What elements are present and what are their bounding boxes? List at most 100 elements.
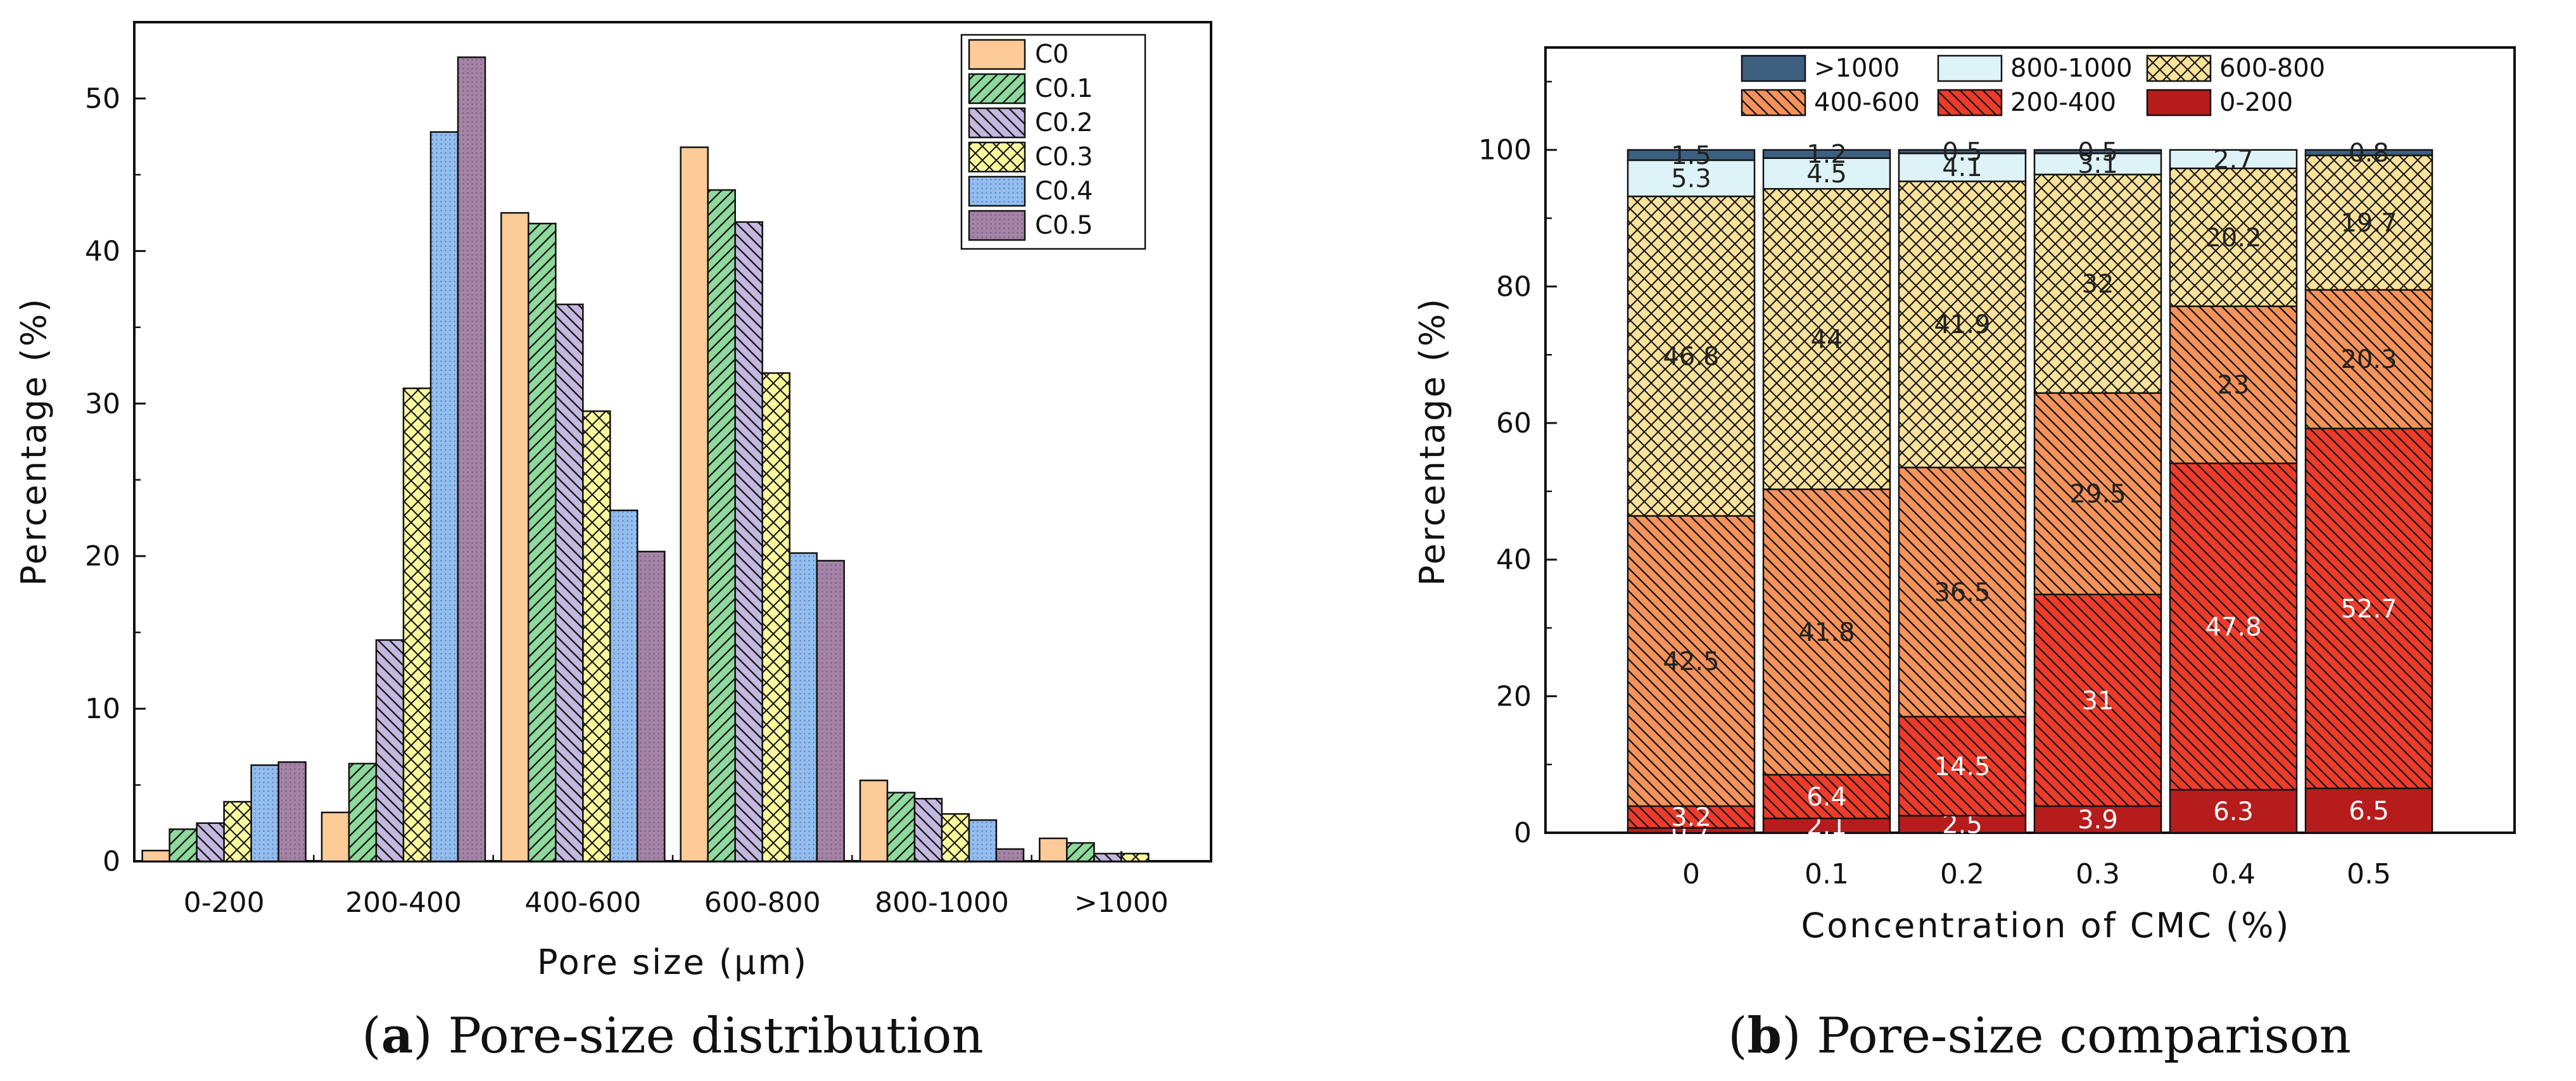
chart-b-data-label: 42.5 [1663,647,1719,676]
chart-a-bar-pattern [942,814,969,861]
chart-b-xtick-label: 0.1 [1805,858,1849,890]
chart-b-bar-segment [2033,392,2162,595]
chart-a-ytick-label: 20 [85,540,120,572]
chart-a-legend-swatch-pattern [969,74,1025,103]
chart-b-bar-segment [1627,515,1756,807]
chart-b-bar-segment [2304,787,2433,834]
chart-a-bar-pattern [1094,853,1122,861]
chart-a-legend-item: C0.5 [968,210,1093,241]
chart-b-bar-segment-fill [2170,790,2297,833]
chart-b-bar-segment-outline [2304,149,2433,156]
chart-a-bar [609,509,638,863]
chart-b-bar-segment-pattern [2170,463,2297,790]
chart-a-bar-pattern [1121,853,1149,861]
chart-a-bar [761,372,790,863]
chart-a-bar-fill [142,850,170,861]
chart-a-bar-pattern [816,560,844,861]
chart-a: 0 10 20 30 40 50 0-200 200-400 400-600 600-800 800… [14,21,1212,1065]
chart-b-data-label: 23 [2218,371,2250,400]
chart-b-legend-label: 0-200 [2219,88,2293,117]
chart-b-bar-segment [1898,180,2027,469]
chart-a-legend-swatch-outline [968,73,1026,104]
chart-a-legend-swatch-outline [968,141,1026,173]
chart-a-ytick-label: 0 [103,845,120,878]
chart-a-bar-pattern [169,829,197,861]
chart-a-bar-pattern [610,510,638,861]
chart-a-legend-swatch [968,141,1026,173]
chart-b-data-label: 3.1 [2078,150,2118,179]
chart-b-data-label: 0.5 [1942,137,1983,167]
chart-b-bar-segment-fill [2034,806,2161,833]
chart-b-data-label: 20.2 [2205,224,2261,253]
chart-b-bar-segment-fill [1763,818,1890,833]
chart-a-caption-text: Pore-size distribution [448,1008,983,1065]
chart-a-bar [637,550,666,863]
chart-a-bar [277,761,307,863]
chart-a-ytick-label: 40 [85,235,120,267]
chart-b-bar-segment-pattern [2170,306,2297,464]
chart-a-bar-pattern [637,551,665,861]
chart-b-bar-segment [1627,195,1756,517]
chart-a-bar [816,560,845,863]
chart-a-xtick-label: 600-800 [704,887,821,919]
chart-b-legend-item: >1000 [1741,54,1900,83]
chart-b-bar-segment-pattern [2306,289,2432,429]
chart-b-bar-segment [1762,488,1891,776]
chart-b-bar-segment-fill [2034,149,2161,154]
chart-b-data-label: 3.2 [1671,803,1711,832]
chart-a-legend-swatch [968,210,1026,241]
chart-a-legend-swatch-pattern [969,177,1025,206]
chart-a-legend-item: C0.2 [968,107,1093,139]
chart-a-bar [528,222,557,863]
chart-b-data-label: 1.2 [1806,140,1847,169]
chart-b-legend: >1000 800-1000 600-800 400-600 200-400 0-200 [1732,49,2340,120]
chart-a-bar-pattern [735,222,763,861]
chart-b-bar-segment [2304,427,2433,790]
chart-b-bar-segment-pattern [1628,196,1754,516]
chart-a-bar-pattern [789,553,817,861]
chart-b-xtick-label: 0.5 [2347,858,2391,890]
chart-a-xtick-label: 200-400 [345,887,462,919]
chart-b-data-label: 32 [2082,270,2114,299]
chart-a-legend-item: C0 [968,39,1069,70]
chart-a-bar-outline [277,761,307,863]
chart-b-bar-segment-pattern [1628,806,1754,828]
chart-a-bar-pattern [555,304,583,861]
chart-b-legend-swatch [2146,89,2212,117]
chart-b-bar-segment [2304,289,2433,429]
chart-a-bar [168,828,198,863]
chart-b-data-label: 1.5 [1671,141,1711,170]
chart-a-bar-fill [680,147,708,862]
chart-b-xlabel: Concentration of CMC (%) [1801,906,2291,945]
chart-b-data-label: 47.8 [2205,612,2261,642]
chart-a-bar-outline [968,819,998,863]
chart-b-bar-segment [1898,716,2027,817]
chart-b-bar-segment [1898,152,2027,182]
chart-b-data-label: 29.5 [2069,480,2126,509]
chart-b-bar-segment-pattern [2306,155,2432,290]
chart-a-bar-pattern [224,802,251,861]
chart-b-axes: 0 20 40 60 80 100 0 0.1 0.2 0.3 0.4 0.5 [1478,80,2391,890]
chart-a-legend-swatch-outline [968,210,1026,241]
chart-b-legend-swatch-outline [1741,54,1806,82]
chart-b-legend-swatch [1937,54,2003,82]
chart-b-ytick-label: 20 [1496,680,1532,712]
chart-a-bar-fill [860,780,887,861]
chart-b-bar-segment-fill [1899,153,2026,182]
chart-b-bar-segment-pattern [2034,393,2161,595]
chart-a-legend-swatch [968,73,1026,104]
chart-a-ytick-label: 10 [85,693,120,725]
chart-a-legend-swatch-outline [968,107,1026,139]
chart-b-bar-segment [2169,788,2298,834]
chart-b-bar-segment-pattern [1899,467,2026,717]
chart-b-bar-segment-fill [2170,149,2297,168]
chart-a-bar-pattern [762,373,790,861]
chart-a-bar [680,146,709,863]
chart-b-legend-swatch-fill [1938,56,2002,81]
chart-b-legend-swatch-outline [2146,89,2212,117]
chart-a-bar-pattern [969,819,996,861]
chart-a-bar-pattern [887,792,915,861]
chart-a-xtick-label: 0-200 [184,887,265,919]
chart-b-bar-segment [2169,167,2298,307]
